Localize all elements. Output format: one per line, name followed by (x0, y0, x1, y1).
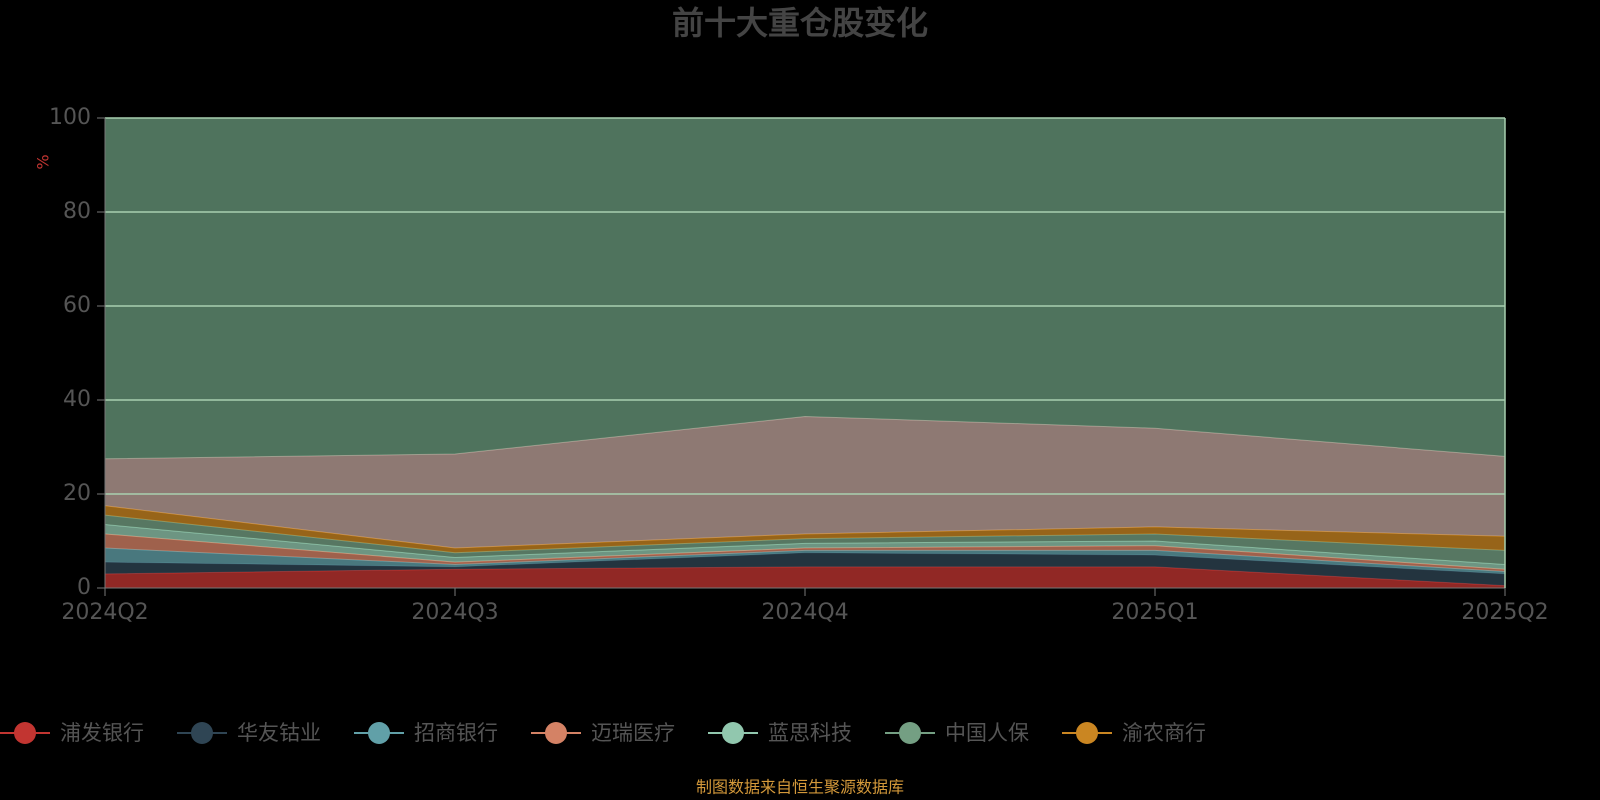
legend-label: 迈瑞医疗 (591, 721, 675, 745)
area-fill (105, 416, 1505, 549)
legend-marker (545, 722, 567, 744)
area-fill (105, 118, 1505, 459)
legend-item[interactable]: 渝农商行 (1062, 721, 1206, 745)
y-tick-label: 20 (63, 481, 91, 506)
area-fill (105, 548, 1505, 574)
area-fill (105, 515, 1505, 565)
legend-marker (899, 722, 921, 744)
y-tick-label: 0 (77, 575, 91, 600)
legend-label: 浦发银行 (60, 721, 144, 745)
chart-title: 前十大重仓股变化 (672, 4, 928, 42)
legend-item[interactable]: 华友钴业 (177, 721, 321, 745)
legend-label: 蓝思科技 (768, 721, 852, 745)
y-tick-label: 40 (63, 387, 91, 412)
legend-marker (1076, 722, 1098, 744)
legend-marker (191, 722, 213, 744)
x-tick-label: 2024Q4 (761, 600, 848, 625)
source-note: 制图数据来自恒生聚源数据库 (696, 778, 904, 797)
y-tick-label: 100 (49, 105, 91, 130)
legend-label: 招商银行 (414, 721, 498, 745)
legend-marker (722, 722, 744, 744)
areas (104, 117, 1506, 588)
y-tick-label: 80 (63, 199, 91, 224)
x-tick-label: 2025Q2 (1461, 600, 1548, 625)
x-tick-label: 2025Q1 (1111, 600, 1198, 625)
area-fill (105, 566, 1505, 588)
legend-item[interactable]: 迈瑞医疗 (531, 721, 675, 745)
legend-item[interactable]: 招商银行 (354, 721, 498, 745)
legend-marker (14, 722, 36, 744)
legend-label: 渝农商行 (1122, 721, 1206, 745)
area-fill (105, 552, 1505, 586)
legend-marker (368, 722, 390, 744)
y-tick-label: 60 (63, 293, 91, 318)
area-fill (105, 524, 1505, 570)
legend-label: 中国人保 (945, 721, 1029, 745)
legend-item[interactable]: 中国人保 (885, 721, 1029, 745)
legend-item[interactable]: 浦发银行 (0, 721, 144, 745)
y-axis-label: % (34, 154, 53, 169)
x-tick-label: 2024Q3 (411, 600, 498, 625)
legend-item[interactable]: 蓝思科技 (708, 721, 852, 745)
x-tick-label: 2024Q2 (61, 600, 148, 625)
legend-label: 华友钴业 (237, 721, 321, 745)
